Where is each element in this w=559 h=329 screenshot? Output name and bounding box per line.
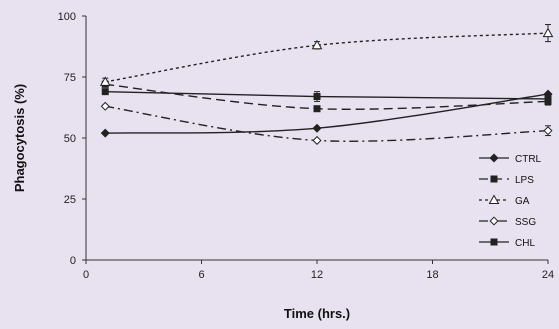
ticks: 0 25 50 75 100 0 6 12 18 24 (58, 11, 554, 281)
legend-label: CTRL (515, 154, 542, 165)
x-axis-title: Time (hrs.) (284, 306, 350, 321)
x-tick-label: 0 (83, 269, 89, 281)
y-tick-label: 0 (70, 255, 76, 267)
x-tick-label: 12 (311, 269, 323, 281)
chl-marker (313, 93, 321, 101)
legend-label: LPS (515, 175, 534, 186)
y-tick-label: 100 (58, 11, 76, 23)
ssg-marker (100, 101, 110, 111)
ssg-marker (543, 126, 553, 136)
legend-label: CHL (515, 238, 535, 249)
legend-item-chl: CHL (479, 238, 535, 249)
ssg-marker (312, 135, 322, 145)
series-layer (99, 24, 554, 145)
lps-marker (313, 105, 321, 113)
chl-marker (101, 88, 109, 96)
legend-item-lps: LPS (479, 175, 534, 186)
ga-marker (542, 27, 554, 38)
x-tick-label: 6 (198, 269, 204, 281)
legend-item-ga: GA (479, 194, 530, 207)
series-chl (101, 88, 552, 104)
series-ctrl (100, 89, 553, 138)
series-ssg (100, 101, 553, 145)
legend-label: GA (515, 196, 530, 207)
x-tick-label: 24 (542, 269, 554, 281)
ctrl-line (105, 93, 549, 134)
ga-marker (99, 76, 111, 86)
legend-label: SSG (515, 217, 536, 228)
x-tick-label: 18 (426, 269, 438, 281)
chl-marker (544, 95, 552, 103)
y-axis-title: Phagocytosis (%) (12, 84, 27, 192)
legend-item-ssg: SSG (479, 216, 536, 228)
legend-ga-marker (488, 194, 500, 204)
ga-marker (311, 39, 323, 50)
legend-item-ctrl: CTRL (479, 153, 542, 165)
legend-ssg-marker (489, 216, 499, 226)
legend: CTRL LPS GA SSG CHL (479, 153, 542, 249)
ga-line (105, 32, 549, 83)
ctrl-marker (100, 128, 110, 138)
series-ga (99, 24, 554, 87)
y-tick-label: 25 (64, 194, 76, 206)
y-tick-label: 50 (64, 133, 76, 145)
ctrl-marker (312, 123, 322, 133)
legend-lps-marker (490, 175, 498, 183)
legend-chl-marker (490, 238, 498, 246)
legend-ctrl-marker (489, 153, 499, 163)
ssg-line (105, 105, 549, 142)
chl-line (105, 90, 549, 100)
y-tick-label: 75 (64, 72, 76, 84)
